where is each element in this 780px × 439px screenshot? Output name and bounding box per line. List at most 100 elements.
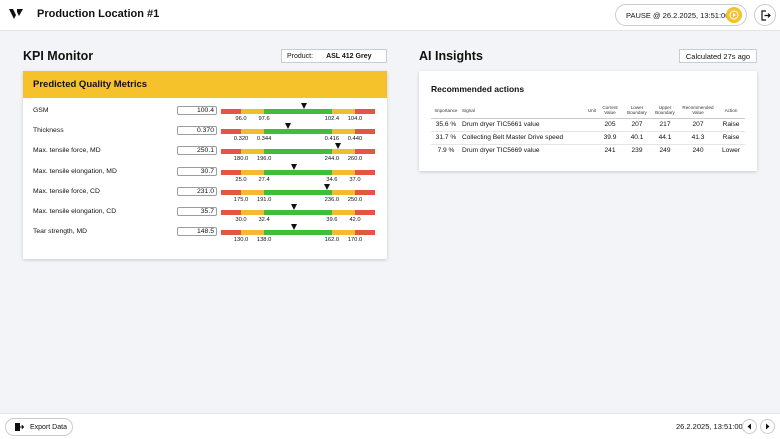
cell-action: Lower xyxy=(722,147,740,155)
gauge-segment-red xyxy=(354,149,375,155)
top-bar: Production Location #1 PAUSE @ 26.2.2025… xyxy=(0,0,780,31)
calculated-badge: Calculated 27s ago xyxy=(679,49,757,63)
metric-gauge: 175.0 191.0 236.0 250.0 xyxy=(221,183,375,203)
gauge-segment-green xyxy=(264,149,332,155)
cell-upper-boundary: 217 xyxy=(651,118,679,132)
metric-label: GSM xyxy=(33,107,49,114)
footer-timestamp: 26.2.2025, 13:51:00 xyxy=(676,422,743,431)
cell-lower-boundary: 40.1 xyxy=(623,131,651,145)
export-data-label: Export Data xyxy=(30,423,67,431)
gauge-tick-label: 39.6 xyxy=(326,217,338,223)
metric-label: Max. tensile elongation, CD xyxy=(33,208,117,215)
gauge-tick-label: 0.320 xyxy=(233,136,249,143)
table-row: 35.6 % Drum dryer TIC5661 value 205 207 217 2… xyxy=(431,118,745,132)
cell-upper-boundary: 249 xyxy=(659,147,671,155)
gauge-segment-green xyxy=(264,189,332,195)
metric-value: 35.7 xyxy=(177,207,217,216)
gauge-marker xyxy=(300,103,307,109)
gauge-tick-label: 97.6 xyxy=(258,116,270,122)
metric-gauge: 130.0 138.0 162.0 170.0 xyxy=(221,224,375,243)
product-label: Product: xyxy=(287,52,314,60)
col-signal: Signal xyxy=(461,104,571,119)
play-circle-icon[interactable] xyxy=(726,7,742,23)
gauge-marker xyxy=(285,123,292,130)
gauge-tick-label: 0.416 xyxy=(324,136,340,143)
ai-insights-title: AI Insights xyxy=(419,49,483,63)
logo-icon xyxy=(9,9,23,19)
gauge-tick-label: 102.4 xyxy=(324,116,340,122)
gauge-tick-label: 236.0 xyxy=(324,196,340,203)
gauge-segment-red xyxy=(354,129,375,135)
export-data-button[interactable]: Export Data xyxy=(5,418,73,436)
col-current-value: Current Value xyxy=(597,104,623,119)
gauge-segment-yellow xyxy=(241,149,265,155)
cell-recommended-value: 240 xyxy=(692,147,704,155)
metric-label: Thickness xyxy=(33,127,64,135)
metric-value: 30.7 xyxy=(177,166,217,176)
gauge-marker xyxy=(323,183,330,190)
gauge-tick-label: 138.0 xyxy=(256,237,272,244)
metric-gauge: 25.0 27.4 34.6 37.0 xyxy=(221,163,375,183)
col-action: Action xyxy=(717,104,745,119)
col-importance: Importance xyxy=(431,104,461,119)
gauge-marker xyxy=(291,163,298,170)
cell-signal: Drum dryer TIC5661 value xyxy=(461,118,571,132)
next-button[interactable] xyxy=(760,419,775,434)
gauge-segment-red xyxy=(221,189,242,195)
gauge-segment-red xyxy=(221,129,242,135)
gauge-segment-yellow xyxy=(241,189,265,195)
table-header-row: Importance Signal Unit Current Value Low… xyxy=(431,104,745,119)
metric-gauge: 180.0 196.0 244.0 260.0 xyxy=(221,143,375,162)
gauge-tick-label: 104.0 xyxy=(347,116,363,122)
cell-importance: 7.9 % xyxy=(437,147,455,155)
gauge-tick-label: 34.6 xyxy=(326,176,338,183)
cell-action: Raise xyxy=(717,118,745,132)
product-selector[interactable]: Product: ASL 412 Grey xyxy=(281,49,387,63)
kpi-monitor-title: KPI Monitor xyxy=(23,49,94,63)
cell-recommended-value: 207 xyxy=(679,118,717,132)
previous-button[interactable] xyxy=(742,419,757,434)
gauge-tick-label: 180.0 xyxy=(233,156,249,163)
cell-signal: Drum dryer TIC5669 value xyxy=(462,147,540,155)
gauge-segment-red xyxy=(221,109,242,114)
metric-row: Thickness 0.370 0.320 0.344 0.416 0.440 xyxy=(23,123,387,147)
col-unit: Unit xyxy=(571,104,597,119)
recommendations-table: Importance Signal Unit Current Value Low… xyxy=(431,104,745,157)
cell-recommended-value: 41.3 xyxy=(679,131,717,145)
gauge-segment-red xyxy=(354,169,375,175)
cell-action: Raise xyxy=(717,131,745,145)
gauge-tick-label: 170.0 xyxy=(347,237,363,244)
metric-row: Max. tensile elongation, CD 35.7 30.0 32.4 3… xyxy=(23,204,387,228)
quality-metrics-card: Predicted Quality Metrics GSM 100.4 96.0 97… xyxy=(23,71,387,259)
col-recommended-value: Recommended Value xyxy=(679,104,717,119)
cell-current-value: 205 xyxy=(597,118,623,132)
chevron-right-icon xyxy=(766,423,770,430)
metric-label: Max. tensile force, CD xyxy=(33,187,100,195)
cell-unit xyxy=(571,118,597,132)
metric-label: Max. tensile elongation, MD xyxy=(33,167,117,175)
metric-label: Tear strength, MD xyxy=(33,228,88,236)
metric-label: Max. tensile force, MD xyxy=(33,147,101,155)
gauge-segment-red xyxy=(354,109,375,114)
gauge-segment-red xyxy=(221,230,242,236)
gauge-marker xyxy=(334,143,341,150)
recommended-actions-card: Recommended actions Importance Signal Un… xyxy=(419,71,757,171)
gauge-segment-red xyxy=(354,189,375,195)
metric-value: 0.370 xyxy=(177,126,217,136)
gauge-segment-green xyxy=(264,230,332,236)
metric-value: 250.1 xyxy=(177,146,217,156)
page-title: Production Location #1 xyxy=(37,8,160,20)
metric-row: Max. tensile elongation, MD 30.7 25.0 27.4 3… xyxy=(23,163,387,188)
gauge-segment-yellow xyxy=(241,210,265,215)
cell-lower-boundary: 239 xyxy=(631,147,643,155)
gauge-segment-red xyxy=(221,210,242,215)
metric-gauge: 96.0 97.6 102.4 104.0 xyxy=(221,103,375,122)
gauge-tick-label: 162.0 xyxy=(324,237,340,244)
pause-button[interactable]: PAUSE @ 26.2.2025, 13:51:00 xyxy=(615,4,747,26)
logout-button[interactable] xyxy=(754,4,776,26)
gauge-marker xyxy=(291,204,298,210)
gauge-marker xyxy=(291,224,298,231)
recommended-actions-title: Recommended actions xyxy=(431,84,525,94)
gauge-tick-label: 30.0 xyxy=(235,217,247,223)
gauge-tick-label: 96.0 xyxy=(235,116,247,122)
